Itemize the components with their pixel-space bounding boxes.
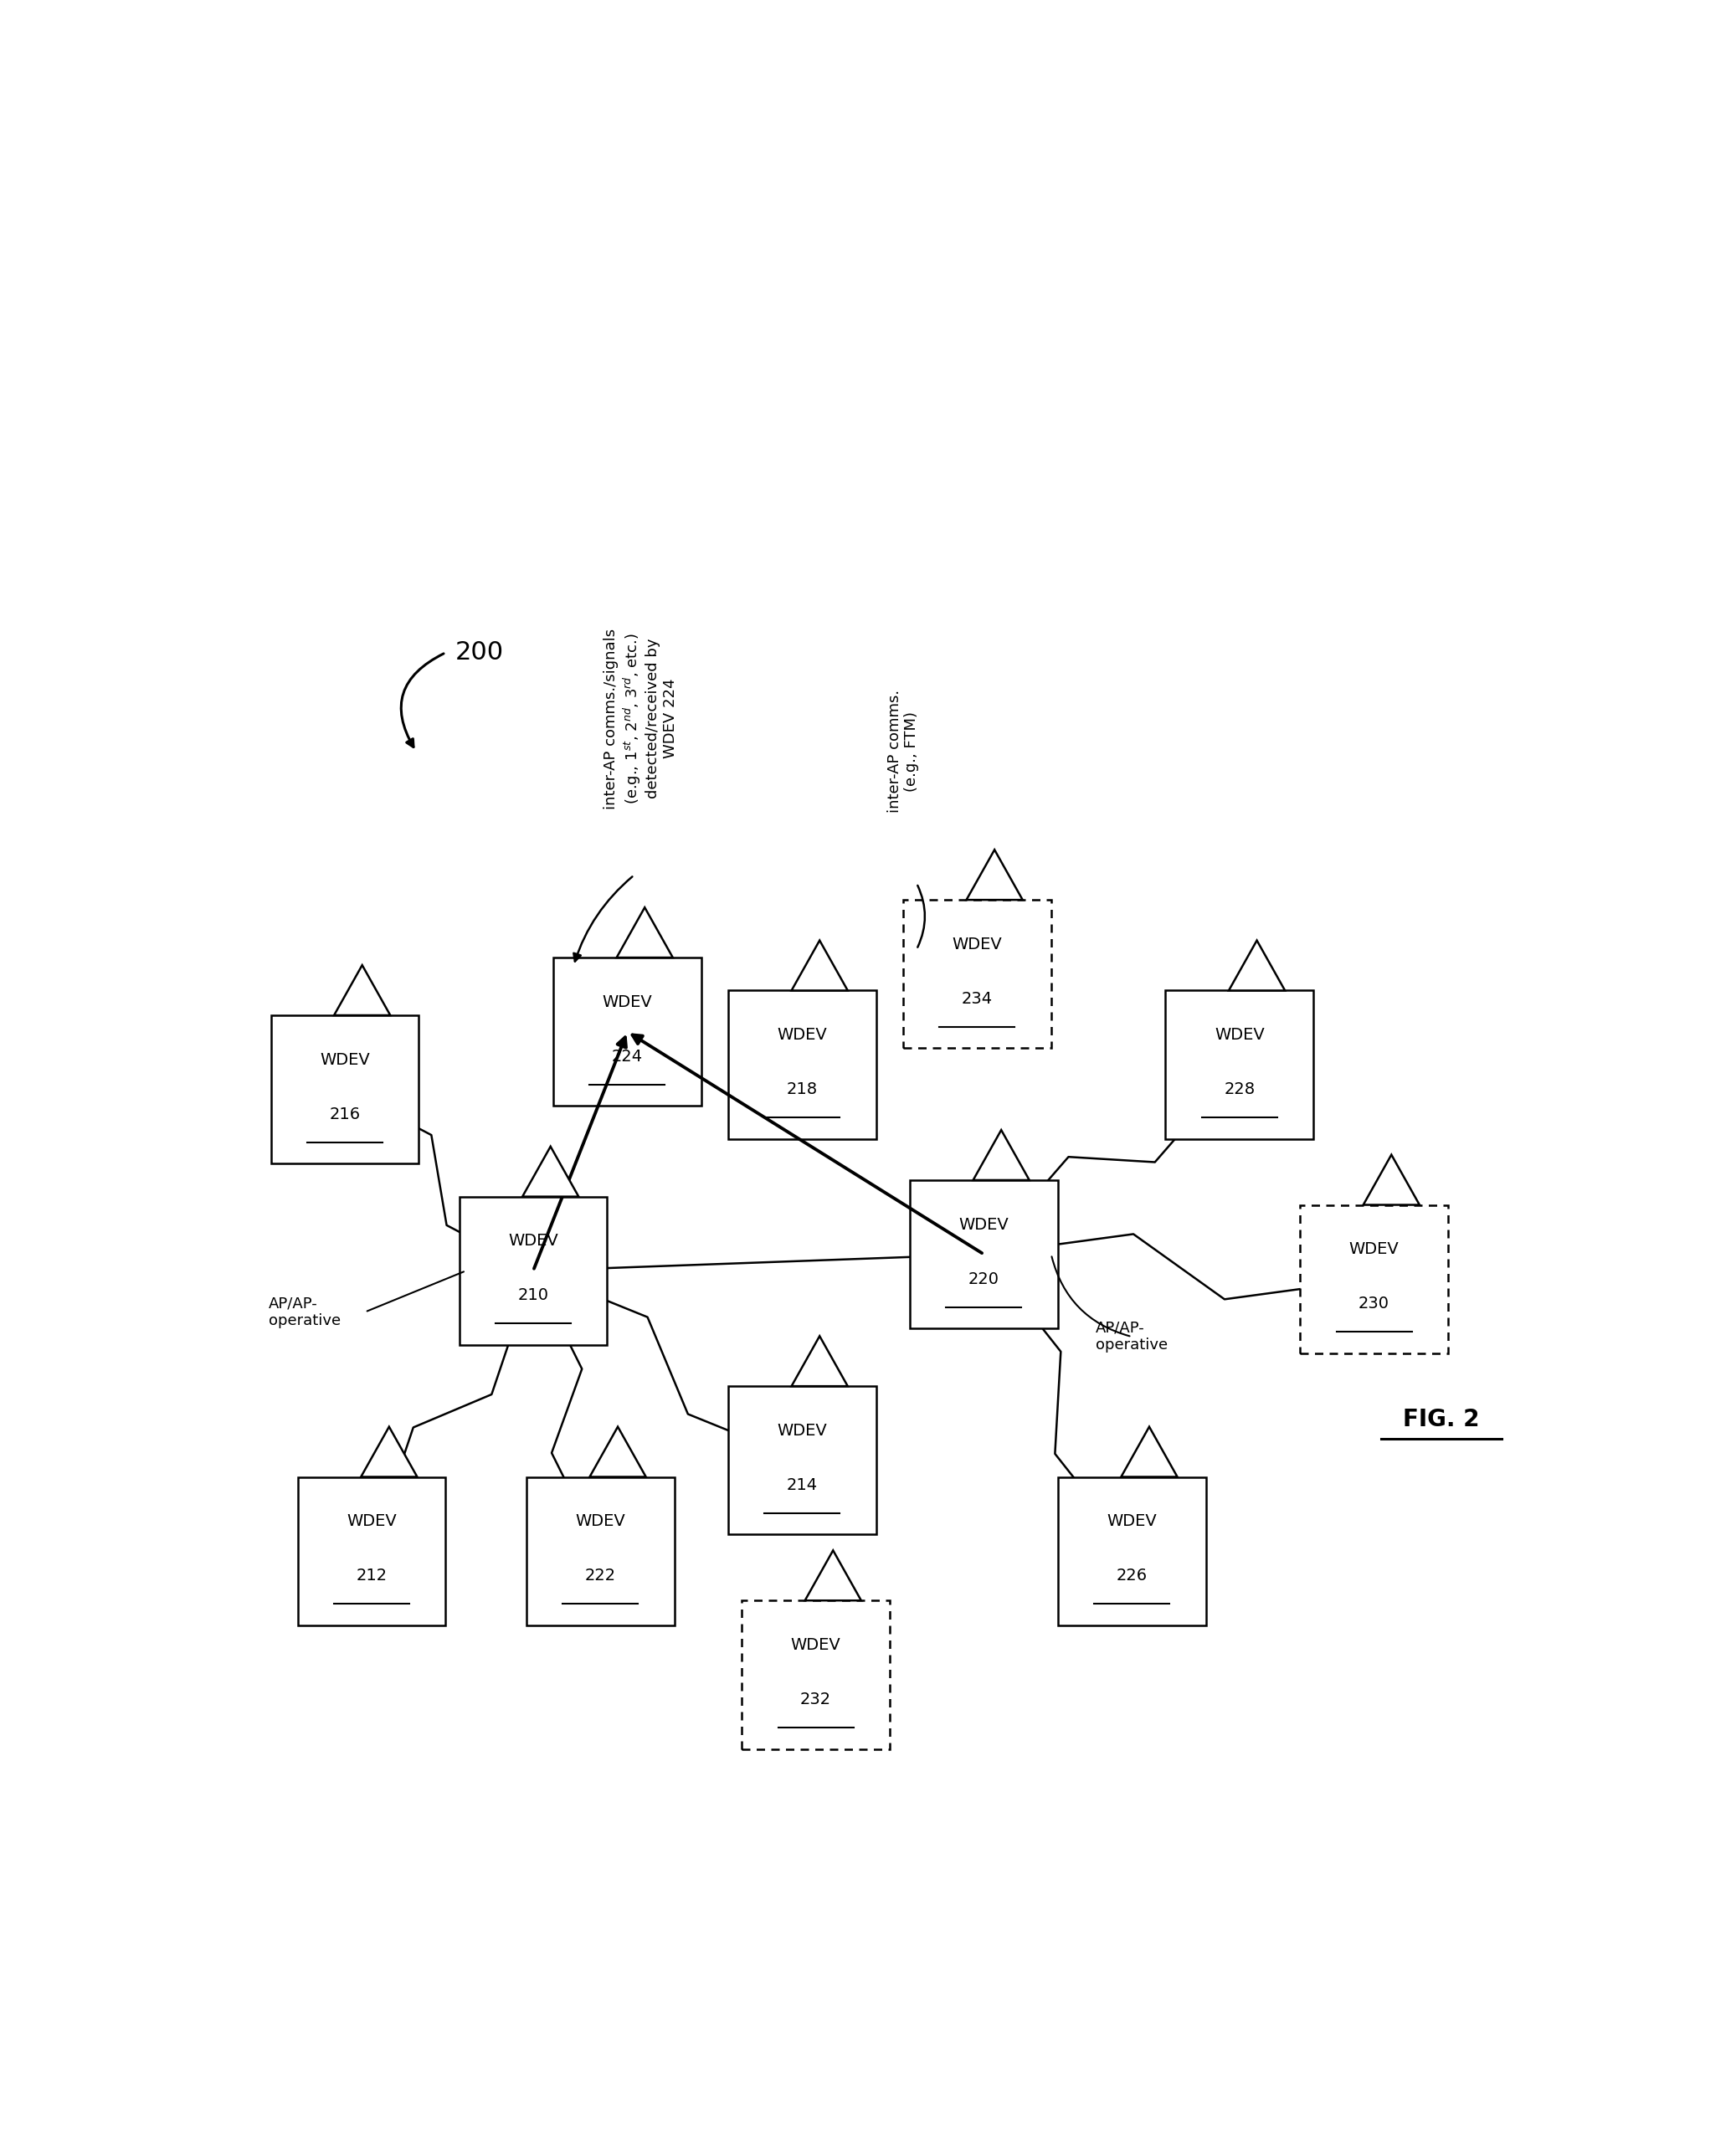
Text: AP/AP-
operative: AP/AP- operative (1095, 1321, 1168, 1353)
Polygon shape (792, 940, 847, 991)
Text: WDEV: WDEV (602, 993, 653, 1011)
Polygon shape (523, 1145, 578, 1197)
Bar (1165, 991, 1314, 1139)
Text: 234: 234 (962, 991, 993, 1006)
Polygon shape (1121, 1426, 1177, 1477)
Text: 220: 220 (969, 1272, 1000, 1287)
Text: 224: 224 (611, 1049, 642, 1064)
Text: inter-AP comms.
(e.g., FTM): inter-AP comms. (e.g., FTM) (887, 689, 920, 814)
Text: 222: 222 (585, 1567, 616, 1584)
Bar (910, 1180, 1057, 1327)
Text: 226: 226 (1116, 1567, 1147, 1584)
Bar (271, 1015, 418, 1165)
Text: WDEV: WDEV (778, 1028, 828, 1043)
Text: 200: 200 (455, 640, 503, 664)
Text: WDEV: WDEV (575, 1514, 625, 1529)
Bar (729, 1385, 877, 1535)
Polygon shape (974, 1130, 1029, 1180)
Text: inter-AP comms./signals
(e.g., 1$^{st}$, 2$^{nd}$, 3$^{rd}$, etc.)
detected/rece: inter-AP comms./signals (e.g., 1$^{st}$,… (604, 627, 677, 809)
Polygon shape (806, 1550, 861, 1601)
Text: 228: 228 (1224, 1081, 1255, 1098)
Text: WDEV: WDEV (790, 1638, 840, 1653)
Text: WDEV: WDEV (1108, 1514, 1156, 1529)
Text: WDEV: WDEV (509, 1233, 559, 1248)
Text: 230: 230 (1359, 1295, 1389, 1312)
Text: 210: 210 (517, 1287, 549, 1304)
Bar (460, 1197, 608, 1345)
Text: 232: 232 (800, 1691, 832, 1706)
Polygon shape (1363, 1154, 1420, 1205)
Polygon shape (792, 1336, 847, 1385)
Text: WDEV: WDEV (958, 1216, 1009, 1233)
Bar (1057, 1477, 1207, 1625)
Text: 216: 216 (330, 1107, 361, 1122)
Text: WDEV: WDEV (778, 1424, 828, 1439)
Bar (526, 1477, 674, 1625)
Text: FIG. 2: FIG. 2 (1403, 1407, 1479, 1430)
Bar (903, 899, 1050, 1049)
Text: AP/AP-
operative: AP/AP- operative (269, 1295, 340, 1327)
Bar (729, 991, 877, 1139)
Text: 214: 214 (786, 1477, 818, 1492)
Bar (299, 1477, 446, 1625)
Polygon shape (1229, 940, 1285, 991)
Bar (554, 957, 701, 1107)
Polygon shape (616, 908, 674, 957)
Text: 218: 218 (786, 1081, 818, 1098)
Text: WDEV: WDEV (951, 936, 1002, 953)
Text: WDEV: WDEV (1215, 1028, 1264, 1043)
Polygon shape (361, 1426, 417, 1477)
Bar (741, 1601, 891, 1749)
Text: 212: 212 (356, 1567, 387, 1584)
Text: WDEV: WDEV (319, 1051, 370, 1068)
Polygon shape (967, 850, 1023, 899)
Text: WDEV: WDEV (347, 1514, 398, 1529)
Polygon shape (590, 1426, 646, 1477)
Text: WDEV: WDEV (1349, 1242, 1399, 1257)
Bar (1300, 1205, 1448, 1353)
Polygon shape (333, 966, 391, 1015)
